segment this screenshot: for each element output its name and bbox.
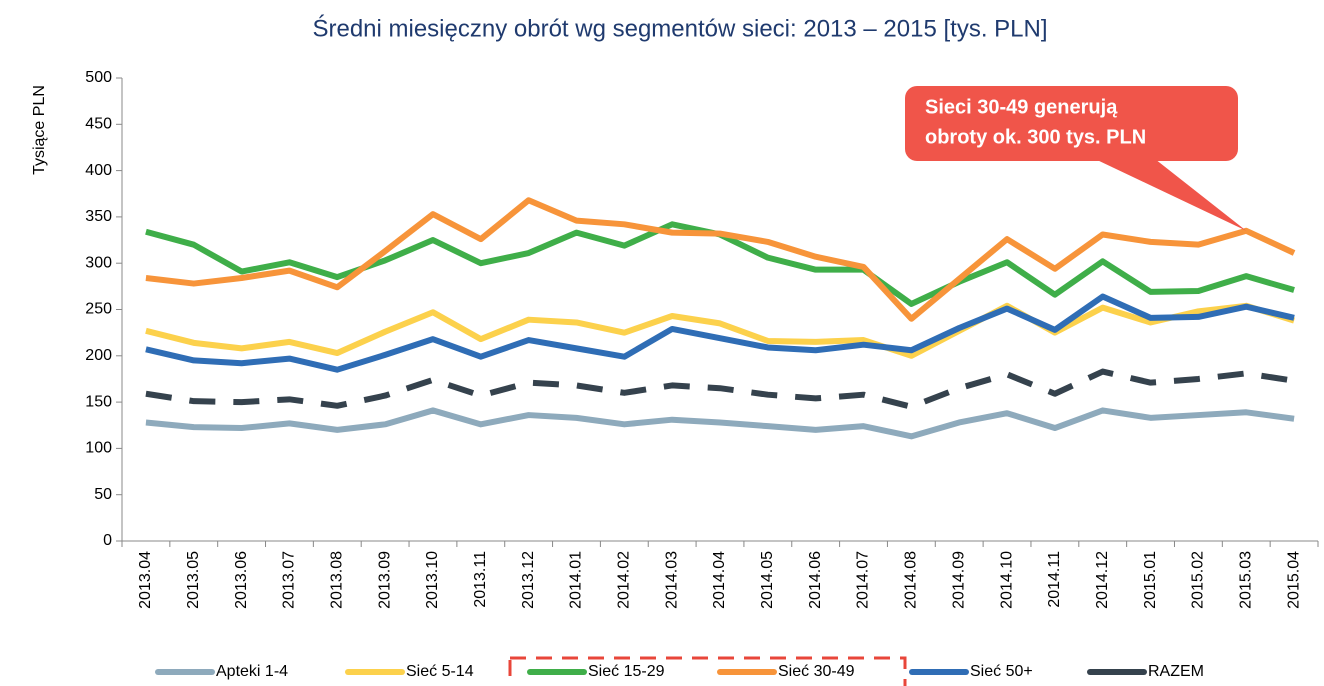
y-tick-label: 250 [85, 301, 112, 318]
x-tick-label: 2015.02 [1190, 551, 1207, 609]
chart-title: Średni miesięczny obrót wg segmentów sie… [312, 14, 1047, 42]
x-tick-label: 2013.12 [520, 551, 537, 609]
x-tick-label: 2014.07 [855, 551, 872, 609]
x-tick-label: 2014.06 [807, 551, 824, 609]
x-tick-label: 2014.09 [950, 551, 967, 609]
x-tick-label: 2015.01 [1142, 551, 1159, 609]
x-tick-label: 2014.02 [616, 551, 633, 609]
series-line [145, 302, 1295, 359]
x-tick-label: 2013.06 [233, 551, 250, 609]
callout-pointer [1095, 159, 1247, 231]
series-line [145, 368, 1295, 410]
x-tick-label: 2014.04 [711, 551, 728, 609]
callout-text: obroty ok. 300 tys. PLN [925, 126, 1146, 148]
callout-text: Sieci 30-49 generują [925, 96, 1118, 118]
legend-label: Sieć 5-14 [406, 663, 474, 680]
series-line [145, 293, 1295, 373]
x-tick-label: 2014.03 [663, 551, 680, 609]
x-tick-label: 2013.09 [376, 551, 393, 609]
y-tick-label: 150 [85, 393, 112, 410]
y-tick-label: 450 [85, 116, 112, 133]
x-tick-label: 2014.01 [568, 551, 585, 609]
x-tick-label: 2013.08 [328, 551, 345, 609]
legend-label: RAZEM [1148, 663, 1204, 680]
x-tick-label: 2014.12 [1094, 551, 1111, 609]
y-tick-label: 200 [85, 347, 112, 364]
x-tick-label: 2014.08 [903, 551, 920, 609]
legend-label: Sieć 50+ [970, 663, 1033, 680]
x-tick-label: 2014.10 [998, 551, 1015, 609]
legend-highlight [508, 656, 907, 686]
x-tick-label: 2013.04 [137, 551, 154, 609]
y-tick-label: 0 [103, 532, 112, 549]
x-tick-label: 2013.10 [424, 551, 441, 609]
x-tick-label: 2013.07 [281, 551, 298, 609]
y-tick-label: 350 [85, 208, 112, 225]
y-tick-label: 400 [85, 162, 112, 179]
y-axis-label: Tysiące PLN [31, 85, 48, 175]
y-tick-label: 300 [85, 254, 112, 271]
legend-label: Sieć 30-49 [778, 663, 855, 680]
series-line [145, 407, 1295, 440]
x-tick-label: 2015.04 [1285, 551, 1302, 609]
x-tick-label: 2015.03 [1237, 551, 1254, 609]
series-line [145, 197, 1296, 322]
y-tick-label: 50 [94, 486, 112, 503]
y-tick-label: 500 [85, 69, 112, 86]
legend-label: Apteki 1-4 [216, 663, 288, 680]
x-tick-label: 2013.05 [185, 551, 202, 609]
x-tick-label: 2014.05 [759, 551, 776, 609]
x-tick-label: 2014.11 [1046, 551, 1063, 608]
callout-box [905, 86, 1238, 161]
x-tick-label: 2013.11 [472, 551, 489, 608]
legend-label: Sieć 15-29 [588, 663, 665, 680]
y-tick-label: 100 [85, 440, 112, 457]
